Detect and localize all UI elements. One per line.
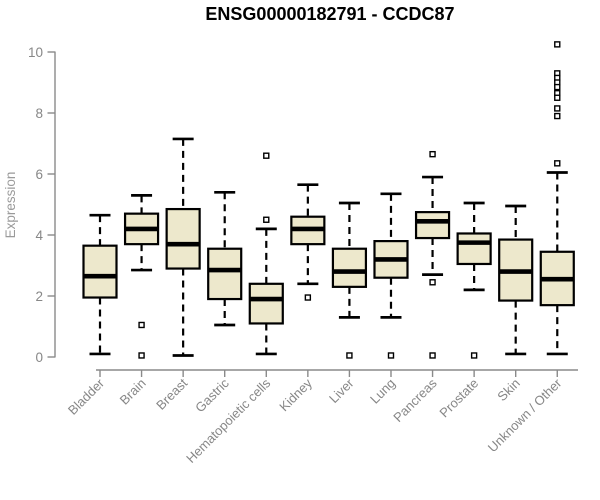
boxplots [82,41,575,359]
x-category-label: Gastric [192,375,232,415]
iqr-box [248,282,284,325]
boxplot-liver [331,201,368,359]
outlier-point [138,352,145,359]
boxplot-brain [123,194,160,359]
boxplot-skin [498,204,534,356]
x-category-label: Unknown / Other [485,375,565,455]
x-category-label: Brain [117,376,149,408]
outlier-point [429,352,436,359]
x-category-label: Breast [153,375,190,412]
y-tick-label: 8 [35,106,43,121]
iqr-box [456,232,492,266]
chart-title: ENSG00000182791 - CCDC87 [205,4,454,24]
boxplot-bladder [82,213,118,356]
iqr-box [165,207,201,270]
boxplot-pancreas [414,150,451,359]
y-tick-label: 4 [35,228,43,243]
outlier-point [429,150,436,158]
boxplot-hematopoietic-cells [248,152,284,356]
x-category-label: Lung [367,376,398,407]
x-category-label: Bladder [65,375,108,418]
outlier-point [304,294,312,301]
iqr-box [331,247,368,288]
outlier-point [387,352,395,359]
boxplot-lung [373,192,409,359]
outlier-point [470,352,478,359]
boxplot-kidney [290,183,326,301]
y-tick-label: 10 [28,45,43,60]
y-tick-label: 6 [35,167,43,182]
iqr-box [414,211,451,240]
iqr-box [207,247,243,301]
x-category-label: Kidney [276,375,315,414]
outlier-point [554,41,561,48]
outlier-point [138,321,145,329]
outlier-point [554,83,561,91]
outlier-point [554,112,561,120]
boxplot-gastric [207,190,243,327]
x-category-label: Prostate [436,376,481,421]
outlier-point [429,279,436,286]
x-category-label: Liver [326,375,357,406]
y-tick-label: 0 [35,350,43,365]
outlier-point [554,160,561,167]
iqr-box [82,244,118,299]
boxplot-unknown-other [539,41,575,356]
outlier-point [554,94,561,101]
outlier-point [263,216,270,223]
x-category-label: Pancreas [390,375,440,425]
boxplot-breast [165,137,201,357]
outlier-point [346,352,353,359]
outlier-point [554,105,561,112]
y-tick-label: 2 [35,289,43,304]
outlier-point [263,152,270,159]
y-axis-label: Expression [3,172,18,239]
x-category-label: Skin [494,376,522,404]
boxplot-prostate [456,201,492,359]
